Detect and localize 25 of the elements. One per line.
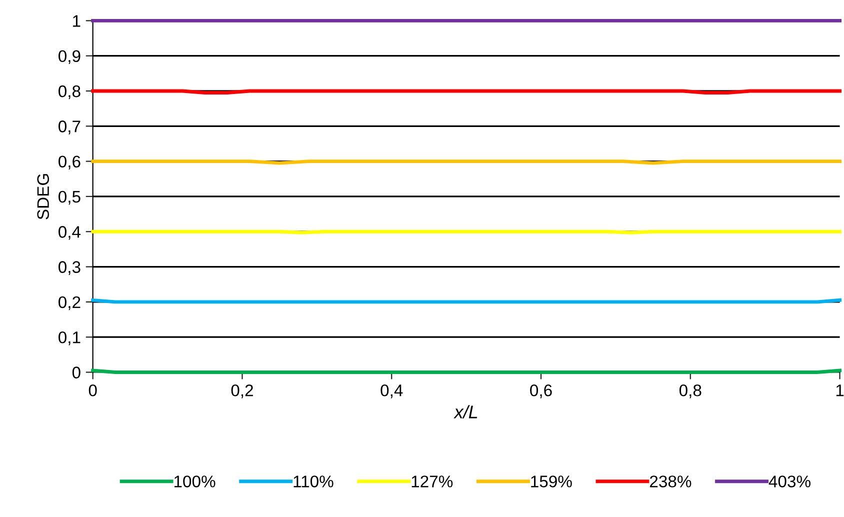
legend-label: 238% (650, 476, 692, 488)
y-tick-label: 0,4 (58, 226, 81, 240)
x-tick-label: 0 (88, 384, 97, 396)
y-tick-label: 0,6 (58, 156, 80, 170)
x-tick-label: 1 (836, 384, 844, 396)
y-tick-label: 0,1 (58, 331, 80, 346)
legend-label: 110% (294, 476, 334, 488)
x-axis-title: x/L (454, 405, 478, 418)
y-tick-label: 0,9 (58, 50, 80, 64)
legend-label: 403% (768, 476, 810, 488)
y-axis-title: SDEG (37, 174, 50, 220)
y-tick-label: 0,3 (58, 261, 80, 275)
legend-label: 159% (531, 476, 572, 488)
y-tick-label: 0,7 (58, 120, 80, 134)
y-tick-label: 0 (72, 366, 80, 378)
x-tick-label: 0,6 (530, 384, 552, 398)
x-tick-label: 0,2 (231, 384, 253, 398)
legend-label: 127% (412, 476, 453, 488)
x-tick-label: 0,8 (679, 384, 702, 398)
y-tick-label: 0,8 (58, 85, 80, 100)
x-tick-label: 0,4 (380, 384, 403, 398)
y-tick-label: 0,2 (58, 296, 80, 310)
legend-label: 100% (174, 476, 216, 488)
y-tick-label: 0,5 (58, 190, 80, 205)
y-tick-label: 1 (73, 15, 80, 27)
